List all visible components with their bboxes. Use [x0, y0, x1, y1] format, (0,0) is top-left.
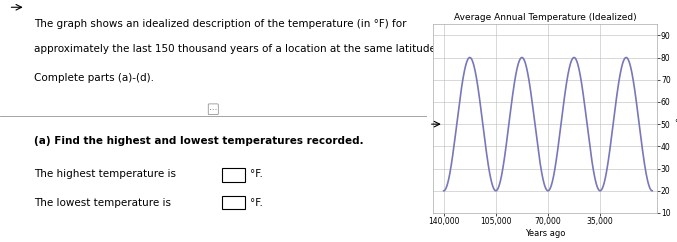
- Text: (a) Find the highest and lowest temperatures recorded.: (a) Find the highest and lowest temperat…: [34, 136, 364, 145]
- Text: The highest temperature is: The highest temperature is: [34, 169, 179, 179]
- FancyBboxPatch shape: [222, 168, 245, 182]
- Y-axis label: °F: °F: [674, 119, 677, 128]
- Title: Average Annual Temperature (Idealized): Average Annual Temperature (Idealized): [454, 13, 636, 22]
- Text: The graph shows an idealized description of the temperature (in °F) for: The graph shows an idealized description…: [34, 19, 407, 29]
- Text: °F.: °F.: [250, 169, 263, 179]
- Text: Complete parts (a)-(d).: Complete parts (a)-(d).: [34, 73, 154, 83]
- Text: approximately the last 150 thousand years of a location at the same latitude.: approximately the last 150 thousand year…: [34, 44, 439, 53]
- Text: ⋯: ⋯: [209, 105, 217, 114]
- X-axis label: Years ago: Years ago: [525, 229, 565, 238]
- Text: The lowest temperature is: The lowest temperature is: [34, 198, 175, 208]
- Text: °F.: °F.: [250, 198, 263, 208]
- FancyBboxPatch shape: [222, 196, 245, 209]
